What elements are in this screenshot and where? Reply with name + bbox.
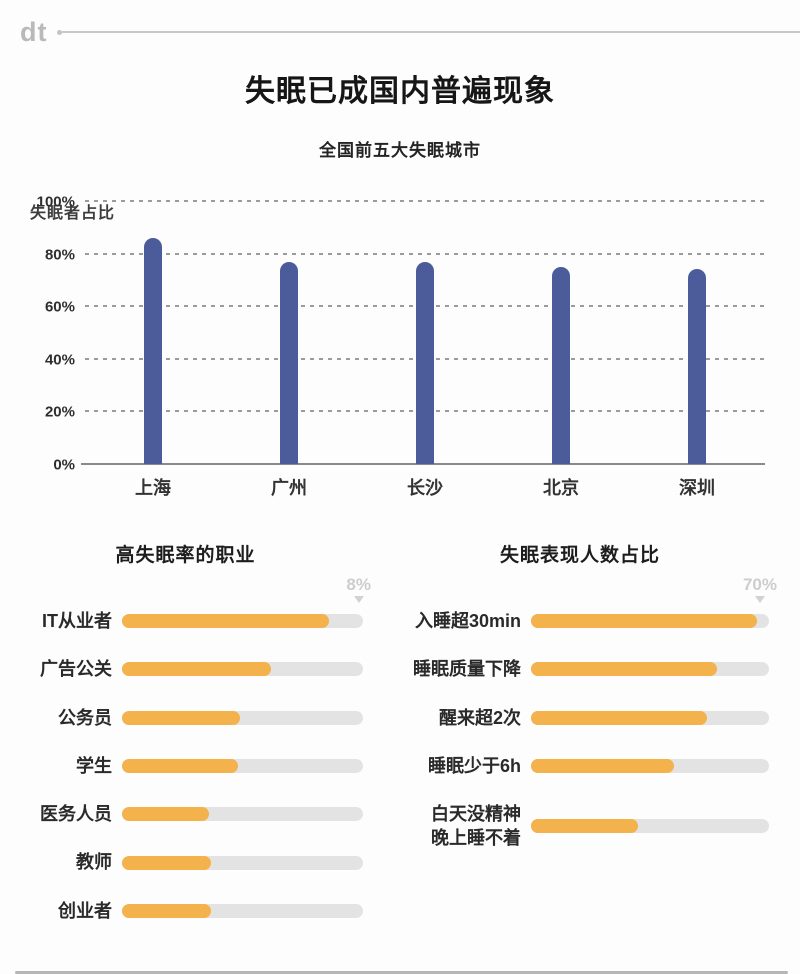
x-tick-label-广州: 广州 [271, 478, 307, 498]
dt-logo: dt [20, 16, 48, 47]
hbar-fill [122, 807, 209, 822]
occupation-chart-title: 高失眠率的职业 [115, 545, 256, 566]
hbar-row: 医务人员 [8, 802, 363, 826]
hbar-label: 学生 [76, 755, 112, 776]
hbar-track: 70% [531, 576, 777, 629]
hbar-label: 白天没精神 晚上睡不着 [431, 804, 521, 849]
hbar-track [122, 662, 363, 677]
symptom-chart-title: 失眠表现人数占比 [499, 545, 660, 566]
hbar-row: 教师 [8, 850, 363, 874]
x-tick-label-长沙: 长沙 [407, 478, 443, 498]
hbar-fill [531, 710, 708, 725]
scale-max-label: 8% [346, 575, 371, 595]
bottom-charts: 高失眠率的职业 IT从业者 8% 广告公关公务员学生医务人员教师创业者 失眠表现人数… [0, 540, 800, 947]
hbar-fill [122, 903, 212, 918]
symptom-chart: 失眠表现人数占比 入睡超30min 70% 睡眠质量下降醒来超2次睡眠少于6h 白天没… [391, 540, 777, 947]
down-triangle-icon [754, 596, 765, 604]
hbar-row: IT从业者 8% [8, 576, 371, 633]
y-tick-label-80: 80% [44, 246, 75, 264]
hbar-track: 8% [122, 576, 371, 629]
hbar-track [122, 759, 363, 774]
hbar-label: 创业者 [58, 900, 112, 921]
hbar-fill [531, 614, 758, 629]
symptom-chart-rows: 入睡超30min 70% 睡眠质量下降醒来超2次睡眠少于6h 白天没精神 晚上睡不着 [391, 576, 777, 875]
hbar-label: 醒来超2次 [438, 707, 521, 728]
hbar-fill [122, 855, 212, 870]
hbar-row: 创业者 [8, 899, 363, 923]
hbar-fill [122, 710, 241, 725]
x-tick-label-上海: 上海 [135, 478, 171, 498]
hbar-row: 广告公关 [8, 657, 363, 681]
page-subtitle: 全国前五大失眠城市 [319, 141, 481, 160]
hbar-label: 睡眠质量下降 [413, 659, 521, 680]
page-title: 失眠已成国内普遍现象 [245, 75, 555, 108]
hbar-track [122, 710, 363, 725]
hbar-label: IT从业者 [42, 611, 112, 631]
hbar-label: 医务人员 [40, 804, 112, 825]
hbar-row: 公务员 [8, 706, 363, 730]
hbar-row: 睡眠质量下降 [391, 657, 769, 681]
hbar-label: 广告公关 [40, 659, 112, 680]
scale-max-label: 70% [742, 575, 777, 595]
hbar-track [531, 662, 769, 677]
hbar-label: 睡眠少于6h [427, 755, 521, 776]
y-tick-label-0: 0% [53, 456, 75, 474]
scale-max-marker: 8% [346, 575, 371, 604]
y-tick-label-20: 20% [44, 403, 75, 421]
hbar-track [122, 855, 363, 870]
hbar-row: 睡眠少于6h [391, 754, 769, 778]
x-axis-baseline [81, 463, 765, 465]
down-triangle-icon [353, 596, 364, 604]
city-bar-北京 [552, 266, 570, 464]
city-bar-上海 [144, 237, 162, 464]
hbar-track [122, 807, 363, 822]
y-tick-label-60: 60% [44, 298, 75, 316]
y-axis-title: 失眠者占比 [30, 205, 116, 222]
hbar-row: 白天没精神 晚上睡不着 [391, 802, 769, 851]
scale-max-marker: 70% [742, 575, 777, 604]
hbar-track [531, 759, 769, 774]
hbar-fill [531, 662, 717, 677]
hbar-label: 入睡超30min [414, 611, 521, 631]
x-tick-label-深圳: 深圳 [679, 478, 715, 498]
hbar-row: 学生 [8, 754, 363, 778]
y-tick-label-40: 40% [44, 351, 75, 369]
city-bar-广州 [280, 261, 298, 464]
header-rule-dot [57, 29, 63, 35]
hbar-label: 教师 [76, 852, 112, 873]
city-bar-长沙 [416, 261, 434, 464]
hbar-row: 醒来超2次 [391, 706, 769, 730]
header-rule [57, 29, 800, 35]
hbar-track [531, 819, 769, 834]
hbar-row: 入睡超30min 70% [391, 576, 777, 633]
hbar-fill [122, 614, 330, 629]
page-header: dt [0, 0, 800, 52]
gridline-80 [85, 252, 765, 255]
hbar-fill [122, 759, 238, 774]
city-bar-深圳 [688, 269, 706, 464]
occupation-chart-rows: IT从业者 8% 广告公关公务员学生医务人员教师创业者 [8, 576, 371, 947]
occupation-chart: 高失眠率的职业 IT从业者 8% 广告公关公务员学生医务人员教师创业者 [8, 540, 371, 947]
hbar-fill [531, 759, 674, 774]
hbar-fill [122, 662, 272, 677]
hbar-label: 公务员 [58, 707, 112, 728]
y-tick-label-100: 100% [36, 193, 75, 211]
hbar-fill [531, 819, 639, 834]
city-chart-plot-area: 0% 20% 40% 60% 80% 100% [37, 194, 765, 474]
gridline-100 [85, 200, 765, 202]
hbar-track [531, 710, 769, 725]
city-insomnia-chart: 失眠者占比 0% 20% 40% 60% 80% 100% 上海 广州 长沙 北京 深圳 [30, 194, 765, 504]
x-tick-label-北京: 北京 [543, 478, 579, 498]
city-chart-x-labels: 上海 广州 长沙 北京 深圳 [85, 470, 765, 504]
hbar-track [122, 903, 363, 918]
header-rule-line [62, 31, 800, 33]
